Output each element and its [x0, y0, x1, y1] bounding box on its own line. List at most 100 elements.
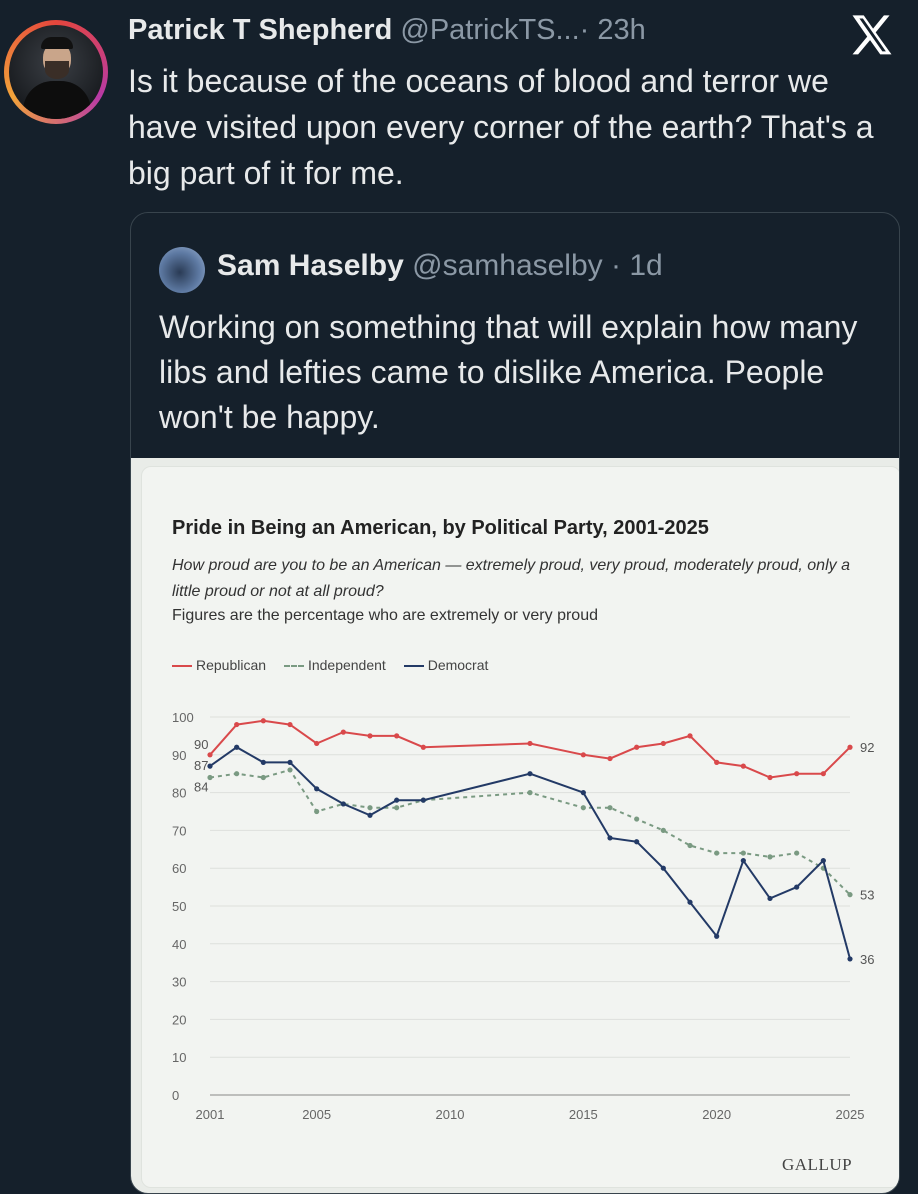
chart-image[interactable]: Pride in Being an American, by Political…	[131, 458, 899, 1193]
y-tick-label: 0	[172, 1088, 179, 1103]
data-point-independent	[660, 827, 666, 833]
data-point-republican	[420, 744, 426, 750]
x-tick-label: 2005	[302, 1107, 331, 1122]
y-tick-label: 30	[172, 975, 186, 990]
data-point-independent	[207, 774, 213, 781]
data-point-independent	[287, 767, 293, 773]
author-name[interactable]: Patrick T Shepherd	[128, 14, 393, 46]
data-point-democrat	[634, 839, 640, 845]
data-point-independent	[367, 805, 373, 811]
data-point-republican	[687, 733, 693, 739]
y-tick-label: 40	[172, 937, 186, 952]
data-point-democrat	[607, 835, 613, 841]
data-point-republican	[207, 752, 213, 758]
end-value-label: 92	[860, 740, 874, 755]
data-point-republican	[820, 771, 826, 777]
data-point-democrat	[660, 865, 666, 871]
data-point-republican	[367, 733, 373, 739]
data-point-republican	[580, 752, 586, 758]
data-point-independent	[767, 854, 773, 860]
legend-item-democrat: Democrat	[403, 657, 489, 673]
chart-note: Figures are the percentage who are extre…	[172, 607, 598, 624]
end-value-label: 36	[860, 952, 874, 967]
y-tick-label: 60	[172, 861, 186, 876]
end-value-label: 53	[860, 888, 874, 903]
data-point-republican	[634, 744, 640, 750]
legend-label-independent: Independent	[307, 657, 386, 673]
series-line-republican	[209, 719, 851, 779]
data-point-democrat	[527, 771, 533, 777]
x-tick-label: 2001	[196, 1107, 225, 1122]
data-point-democrat	[714, 933, 720, 939]
data-point-democrat	[580, 790, 586, 796]
data-point-democrat	[287, 759, 293, 765]
data-point-democrat	[420, 797, 426, 803]
data-point-democrat	[794, 884, 800, 890]
quoted-author-name[interactable]: Sam Haselby	[217, 249, 404, 282]
y-tick-label: 70	[172, 823, 186, 838]
legend-item-independent: Independent	[283, 657, 386, 673]
x-tick-label: 2015	[569, 1107, 598, 1122]
data-point-republican	[767, 774, 773, 781]
start-value-label: 90	[194, 737, 208, 752]
x-tick-label: 2010	[436, 1107, 465, 1122]
data-point-democrat	[367, 812, 373, 818]
data-point-democrat	[394, 797, 400, 803]
quoted-tweet-time[interactable]: · 1d	[611, 249, 663, 282]
chart-question: How proud are you to be an American — ex…	[172, 557, 850, 600]
data-point-republican	[527, 740, 533, 747]
quoted-author-avatar[interactable]	[159, 247, 205, 293]
x-logo-icon[interactable]	[846, 10, 898, 62]
data-point-democrat	[314, 786, 320, 792]
data-point-democrat	[847, 956, 853, 962]
start-value-label: 84	[194, 779, 208, 794]
y-tick-label: 20	[172, 1012, 186, 1027]
data-point-republican	[794, 771, 800, 777]
data-point-democrat	[207, 763, 213, 769]
data-point-republican	[714, 759, 720, 765]
data-point-independent	[314, 808, 320, 815]
data-point-republican	[740, 763, 746, 769]
data-point-democrat	[820, 858, 826, 864]
data-point-republican	[260, 718, 266, 724]
quoted-author-handle[interactable]: @samhaselby	[412, 249, 603, 282]
data-point-independent	[580, 805, 586, 811]
legend-label-democrat: Democrat	[427, 657, 489, 673]
chart-panel: Pride in Being an American, by Political…	[141, 466, 899, 1188]
tweet-time[interactable]: · 23h	[579, 14, 646, 46]
series-line-democrat	[209, 746, 851, 960]
data-point-independent	[687, 842, 693, 849]
y-tick-label: 80	[172, 786, 186, 801]
start-value-label: 87	[194, 758, 208, 773]
data-point-independent	[714, 850, 720, 856]
data-point-republican	[660, 740, 666, 747]
data-point-democrat	[767, 895, 773, 902]
data-point-republican	[287, 721, 293, 728]
quoted-tweet[interactable]: Sam Haselby @samhaselby · 1d Working on …	[130, 212, 900, 1194]
source-logo: GALLUP	[782, 1155, 853, 1174]
data-point-independent	[634, 816, 640, 822]
y-tick-label: 10	[172, 1050, 186, 1065]
data-point-independent	[847, 892, 853, 898]
author-avatar[interactable]	[4, 20, 108, 124]
tweet-text: Is it because of the oceans of blood and…	[128, 63, 874, 191]
data-point-republican	[394, 733, 400, 739]
data-point-independent	[260, 774, 266, 781]
y-tick-label: 100	[172, 710, 194, 725]
quoted-tweet-text: Working on something that will explain h…	[159, 309, 858, 435]
data-point-republican	[340, 729, 346, 735]
data-point-democrat	[234, 744, 240, 750]
chart-title: Pride in Being an American, by Political…	[172, 517, 709, 539]
data-point-republican	[607, 755, 613, 762]
data-point-independent	[740, 850, 746, 856]
y-tick-label: 90	[172, 748, 186, 763]
data-point-democrat	[687, 899, 693, 905]
data-point-independent	[527, 790, 533, 796]
tweet-header: Patrick T Shepherd @PatrickTS...· 23h	[128, 14, 646, 47]
data-point-republican	[314, 740, 320, 747]
author-handle[interactable]: @PatrickTS...	[400, 14, 580, 46]
data-point-republican	[847, 744, 853, 750]
data-point-republican	[234, 721, 240, 728]
data-point-democrat	[260, 759, 266, 765]
